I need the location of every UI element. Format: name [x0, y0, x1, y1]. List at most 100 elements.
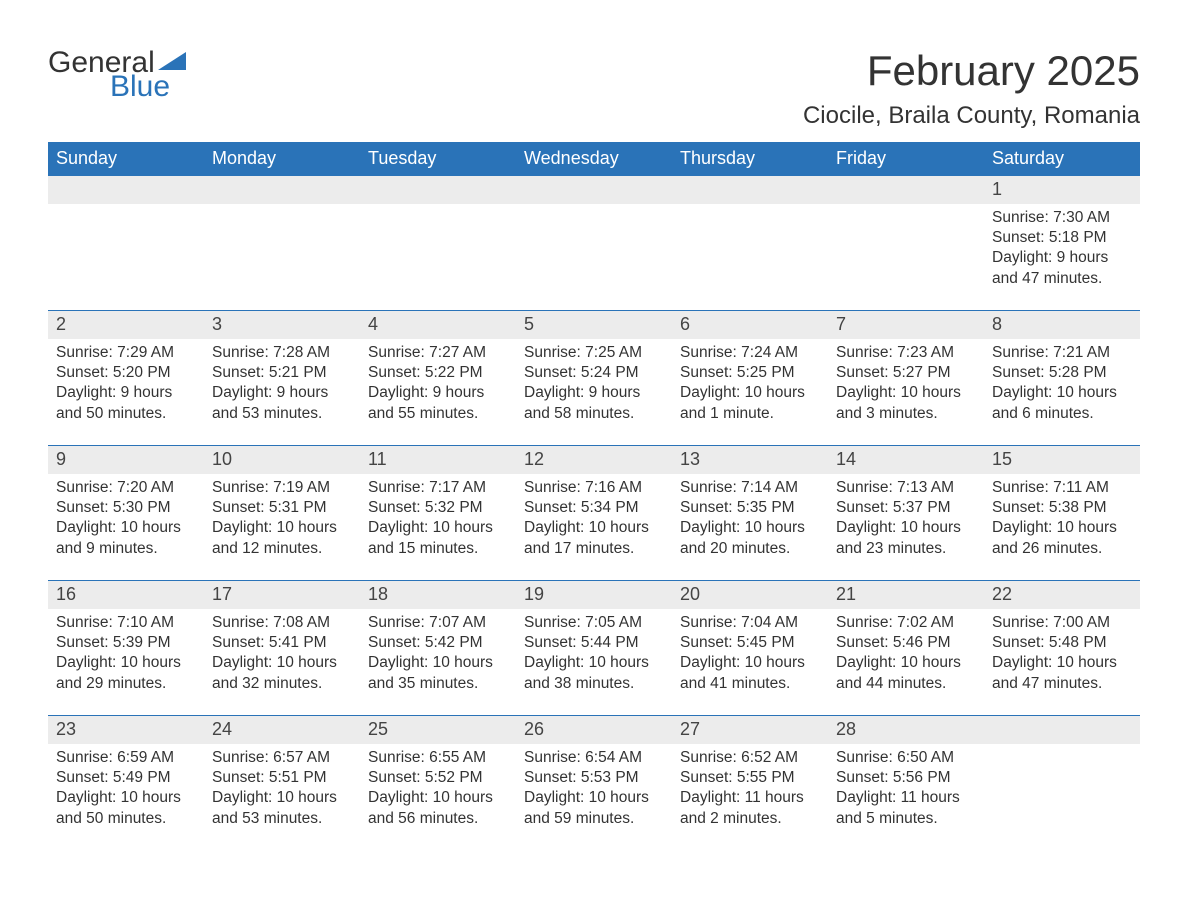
dayheader-wednesday: Wednesday — [516, 142, 672, 176]
daylight-text: Daylight: 9 hours and 47 minutes. — [992, 248, 1132, 289]
sunrise-text: Sunrise: 7:08 AM — [212, 613, 352, 633]
calendar-week-row: 16Sunrise: 7:10 AMSunset: 5:39 PMDayligh… — [48, 581, 1140, 716]
calendar-cell: 11Sunrise: 7:17 AMSunset: 5:32 PMDayligh… — [360, 446, 516, 581]
day-number: 4 — [360, 311, 516, 338]
day-content: Sunrise: 7:17 AMSunset: 5:32 PMDaylight:… — [360, 474, 516, 564]
calendar-cell: 16Sunrise: 7:10 AMSunset: 5:39 PMDayligh… — [48, 581, 204, 716]
day-content: Sunrise: 7:27 AMSunset: 5:22 PMDaylight:… — [360, 339, 516, 429]
daylight-text: Daylight: 10 hours and 17 minutes. — [524, 518, 664, 559]
day-content: Sunrise: 6:55 AMSunset: 5:52 PMDaylight:… — [360, 744, 516, 834]
calendar-table: Sunday Monday Tuesday Wednesday Thursday… — [48, 142, 1140, 851]
calendar-cell: 20Sunrise: 7:04 AMSunset: 5:45 PMDayligh… — [672, 581, 828, 716]
day-number: 23 — [48, 716, 204, 743]
daylight-text: Daylight: 10 hours and 29 minutes. — [56, 653, 196, 694]
calendar-cell: 26Sunrise: 6:54 AMSunset: 5:53 PMDayligh… — [516, 716, 672, 851]
sunset-text: Sunset: 5:42 PM — [368, 633, 508, 653]
day-number: 19 — [516, 581, 672, 608]
day-content: Sunrise: 7:13 AMSunset: 5:37 PMDaylight:… — [828, 474, 984, 564]
daylight-text: Daylight: 10 hours and 35 minutes. — [368, 653, 508, 694]
day-number: 2 — [48, 311, 204, 338]
calendar-cell: 10Sunrise: 7:19 AMSunset: 5:31 PMDayligh… — [204, 446, 360, 581]
calendar-cell: 24Sunrise: 6:57 AMSunset: 5:51 PMDayligh… — [204, 716, 360, 851]
daylight-text: Daylight: 9 hours and 53 minutes. — [212, 383, 352, 424]
day-number: 26 — [516, 716, 672, 743]
page-header: General Blue February 2025 Ciocile, Brai… — [48, 48, 1140, 130]
dayheader-sunday: Sunday — [48, 142, 204, 176]
calendar-cell: 4Sunrise: 7:27 AMSunset: 5:22 PMDaylight… — [360, 311, 516, 446]
day-number: 7 — [828, 311, 984, 338]
day-content: Sunrise: 6:52 AMSunset: 5:55 PMDaylight:… — [672, 744, 828, 834]
sunset-text: Sunset: 5:20 PM — [56, 363, 196, 383]
day-number: 18 — [360, 581, 516, 608]
day-number: 9 — [48, 446, 204, 473]
daylight-text: Daylight: 10 hours and 6 minutes. — [992, 383, 1132, 424]
calendar-cell — [516, 176, 672, 311]
sunrise-text: Sunrise: 7:30 AM — [992, 208, 1132, 228]
day-number-empty — [672, 176, 828, 203]
day-number: 8 — [984, 311, 1140, 338]
day-content: Sunrise: 7:23 AMSunset: 5:27 PMDaylight:… — [828, 339, 984, 429]
day-content: Sunrise: 7:04 AMSunset: 5:45 PMDaylight:… — [672, 609, 828, 699]
sunrise-text: Sunrise: 7:00 AM — [992, 613, 1132, 633]
sunset-text: Sunset: 5:27 PM — [836, 363, 976, 383]
logo: General Blue — [48, 48, 186, 102]
calendar-header-row: Sunday Monday Tuesday Wednesday Thursday… — [48, 142, 1140, 176]
sunrise-text: Sunrise: 7:29 AM — [56, 343, 196, 363]
calendar-cell: 15Sunrise: 7:11 AMSunset: 5:38 PMDayligh… — [984, 446, 1140, 581]
day-content: Sunrise: 7:28 AMSunset: 5:21 PMDaylight:… — [204, 339, 360, 429]
calendar-cell: 5Sunrise: 7:25 AMSunset: 5:24 PMDaylight… — [516, 311, 672, 446]
sunset-text: Sunset: 5:31 PM — [212, 498, 352, 518]
sunrise-text: Sunrise: 6:55 AM — [368, 748, 508, 768]
sunrise-text: Sunrise: 7:14 AM — [680, 478, 820, 498]
day-number: 27 — [672, 716, 828, 743]
sunset-text: Sunset: 5:21 PM — [212, 363, 352, 383]
day-content: Sunrise: 7:14 AMSunset: 5:35 PMDaylight:… — [672, 474, 828, 564]
calendar-cell: 27Sunrise: 6:52 AMSunset: 5:55 PMDayligh… — [672, 716, 828, 851]
day-number: 12 — [516, 446, 672, 473]
sunset-text: Sunset: 5:41 PM — [212, 633, 352, 653]
day-content: Sunrise: 7:25 AMSunset: 5:24 PMDaylight:… — [516, 339, 672, 429]
daylight-text: Daylight: 10 hours and 12 minutes. — [212, 518, 352, 559]
calendar-cell: 22Sunrise: 7:00 AMSunset: 5:48 PMDayligh… — [984, 581, 1140, 716]
daylight-text: Daylight: 10 hours and 44 minutes. — [836, 653, 976, 694]
sunrise-text: Sunrise: 7:07 AM — [368, 613, 508, 633]
sunset-text: Sunset: 5:48 PM — [992, 633, 1132, 653]
calendar-cell: 19Sunrise: 7:05 AMSunset: 5:44 PMDayligh… — [516, 581, 672, 716]
day-content: Sunrise: 7:29 AMSunset: 5:20 PMDaylight:… — [48, 339, 204, 429]
daylight-text: Daylight: 11 hours and 2 minutes. — [680, 788, 820, 829]
day-content: Sunrise: 6:57 AMSunset: 5:51 PMDaylight:… — [204, 744, 360, 834]
sunset-text: Sunset: 5:51 PM — [212, 768, 352, 788]
day-number: 13 — [672, 446, 828, 473]
sunset-text: Sunset: 5:24 PM — [524, 363, 664, 383]
sunrise-text: Sunrise: 7:05 AM — [524, 613, 664, 633]
day-content: Sunrise: 6:50 AMSunset: 5:56 PMDaylight:… — [828, 744, 984, 834]
sunset-text: Sunset: 5:46 PM — [836, 633, 976, 653]
day-content: Sunrise: 7:16 AMSunset: 5:34 PMDaylight:… — [516, 474, 672, 564]
dayheader-saturday: Saturday — [984, 142, 1140, 176]
sunrise-text: Sunrise: 7:10 AM — [56, 613, 196, 633]
daylight-text: Daylight: 10 hours and 38 minutes. — [524, 653, 664, 694]
day-content: Sunrise: 7:02 AMSunset: 5:46 PMDaylight:… — [828, 609, 984, 699]
sunset-text: Sunset: 5:38 PM — [992, 498, 1132, 518]
daylight-text: Daylight: 9 hours and 50 minutes. — [56, 383, 196, 424]
daylight-text: Daylight: 9 hours and 55 minutes. — [368, 383, 508, 424]
day-content: Sunrise: 6:59 AMSunset: 5:49 PMDaylight:… — [48, 744, 204, 834]
sunrise-text: Sunrise: 7:13 AM — [836, 478, 976, 498]
daylight-text: Daylight: 9 hours and 58 minutes. — [524, 383, 664, 424]
calendar-cell: 8Sunrise: 7:21 AMSunset: 5:28 PMDaylight… — [984, 311, 1140, 446]
sunset-text: Sunset: 5:25 PM — [680, 363, 820, 383]
sunrise-text: Sunrise: 6:59 AM — [56, 748, 196, 768]
calendar-cell: 17Sunrise: 7:08 AMSunset: 5:41 PMDayligh… — [204, 581, 360, 716]
day-number: 24 — [204, 716, 360, 743]
sunset-text: Sunset: 5:32 PM — [368, 498, 508, 518]
month-title: February 2025 — [803, 48, 1140, 94]
sunrise-text: Sunrise: 6:52 AM — [680, 748, 820, 768]
calendar-cell: 2Sunrise: 7:29 AMSunset: 5:20 PMDaylight… — [48, 311, 204, 446]
dayheader-monday: Monday — [204, 142, 360, 176]
calendar-week-row: 2Sunrise: 7:29 AMSunset: 5:20 PMDaylight… — [48, 311, 1140, 446]
day-number: 3 — [204, 311, 360, 338]
day-content: Sunrise: 7:19 AMSunset: 5:31 PMDaylight:… — [204, 474, 360, 564]
sunset-text: Sunset: 5:30 PM — [56, 498, 196, 518]
daylight-text: Daylight: 10 hours and 15 minutes. — [368, 518, 508, 559]
daylight-text: Daylight: 10 hours and 20 minutes. — [680, 518, 820, 559]
